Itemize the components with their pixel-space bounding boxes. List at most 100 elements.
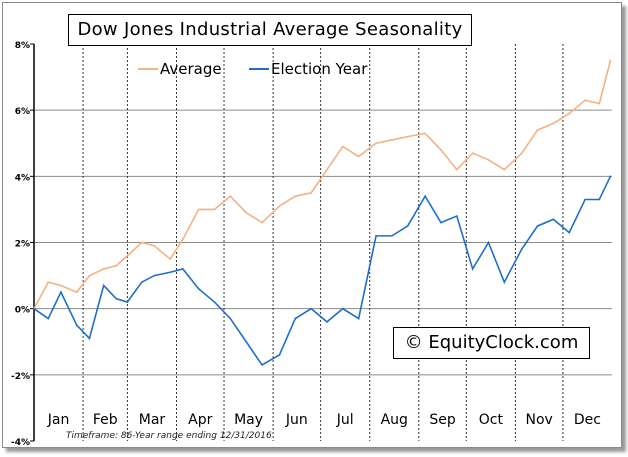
data-point: [213, 301, 216, 303]
data-point: [598, 102, 601, 105]
x-tick-label: May: [234, 412, 263, 428]
data-point: [424, 195, 426, 197]
data-point: [375, 235, 377, 237]
data-point: [153, 274, 156, 277]
data-point: [47, 281, 50, 284]
data-point: [60, 291, 62, 293]
data-point: [75, 324, 78, 327]
y-tick-label: 0%: [15, 306, 30, 316]
data-point: [568, 112, 571, 115]
data-point: [520, 152, 523, 154]
data-point: [471, 152, 474, 154]
data-point: [229, 317, 232, 320]
data-point: [182, 238, 184, 240]
data-point: [326, 168, 328, 171]
data-point: [197, 208, 200, 211]
x-tick-label: Mar: [139, 412, 166, 428]
data-point: [169, 258, 171, 260]
y-tick-label: 6%: [15, 107, 30, 117]
data-point: [406, 225, 409, 227]
data-point: [182, 268, 184, 270]
data-point: [520, 248, 523, 250]
data-point: [126, 301, 129, 303]
data-point: [375, 142, 377, 145]
data-point: [102, 284, 105, 287]
x-tick-label: Feb: [93, 412, 118, 428]
data-point: [456, 215, 458, 217]
chart-title: Dow Jones Industrial Average Seasonality: [68, 14, 472, 46]
y-tick-label: -4%: [11, 438, 30, 448]
y-tick-label: 2%: [15, 240, 30, 250]
legend-swatch: [249, 68, 269, 70]
legend-election-year: Election Year: [249, 60, 367, 78]
data-point: [341, 145, 344, 148]
data-point: [503, 168, 506, 171]
x-tick-label: Sep: [429, 412, 456, 428]
legend-label: Election Year: [271, 60, 368, 78]
data-point: [261, 364, 263, 366]
data-point: [153, 245, 156, 247]
x-tick-label: Oct: [479, 412, 504, 428]
data-point: [213, 208, 216, 211]
data-point: [278, 205, 281, 207]
footnote: Timeframe: 86-Year range ending 12/31/20…: [66, 431, 272, 441]
data-point: [88, 337, 91, 340]
data-point: [169, 271, 171, 274]
data-point: [456, 168, 458, 171]
data-point: [294, 317, 297, 320]
data-point: [536, 225, 539, 227]
data-point: [424, 132, 426, 135]
x-tick-label: Dec: [574, 412, 601, 428]
legend-average: Average: [138, 60, 222, 78]
data-point: [47, 317, 50, 320]
data-point: [609, 59, 612, 62]
x-tick-label: Apr: [188, 412, 212, 428]
data-point: [245, 340, 247, 343]
y-tick-label: 8%: [15, 41, 30, 51]
data-point: [440, 149, 442, 151]
data-point: [471, 268, 474, 270]
data-point: [326, 321, 328, 323]
data-point: [487, 241, 490, 244]
data-point: [440, 221, 442, 224]
y-tick-label: 4%: [15, 173, 30, 183]
data-point: [102, 268, 105, 270]
data-point: [406, 135, 409, 138]
x-tick-label: Jul: [336, 412, 354, 428]
data-point: [278, 354, 281, 356]
data-point: [341, 307, 344, 310]
data-point: [115, 264, 118, 267]
data-point: [584, 99, 586, 102]
watermark: © EquityClock.com: [393, 327, 590, 359]
series-line-average: [33, 60, 612, 310]
data-point: [357, 155, 360, 158]
x-tick-label: Aug: [381, 412, 408, 428]
data-point: [552, 218, 555, 221]
data-point: [126, 254, 129, 257]
data-point: [140, 281, 143, 284]
data-point: [294, 195, 297, 197]
legend-label: Average: [160, 60, 222, 78]
data-point: [75, 291, 78, 293]
data-point: [503, 281, 506, 284]
y-tick-label: -2%: [11, 372, 30, 382]
data-point: [88, 274, 91, 277]
data-point: [261, 221, 263, 224]
data-point: [609, 175, 612, 178]
data-point: [391, 139, 393, 141]
data-point: [598, 198, 601, 201]
data-point: [310, 192, 312, 194]
data-point: [552, 122, 555, 125]
x-tick-label: Jan: [47, 412, 70, 428]
chart-frame: [2, 2, 622, 448]
x-tick-label: Jun: [285, 412, 308, 428]
data-point: [140, 241, 143, 244]
data-point: [115, 297, 118, 300]
data-point: [391, 235, 393, 237]
data-point: [536, 129, 539, 131]
data-point: [229, 195, 232, 197]
data-point: [33, 307, 35, 310]
data-point: [310, 307, 312, 310]
data-point: [245, 211, 247, 214]
x-tick-label: Nov: [525, 412, 552, 428]
